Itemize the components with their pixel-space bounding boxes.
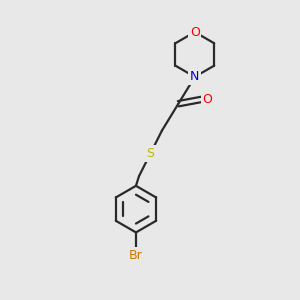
Text: Br: Br [129, 249, 143, 262]
Text: O: O [203, 93, 213, 106]
Text: S: S [146, 147, 154, 160]
Text: N: N [190, 70, 200, 83]
Text: O: O [190, 26, 200, 38]
